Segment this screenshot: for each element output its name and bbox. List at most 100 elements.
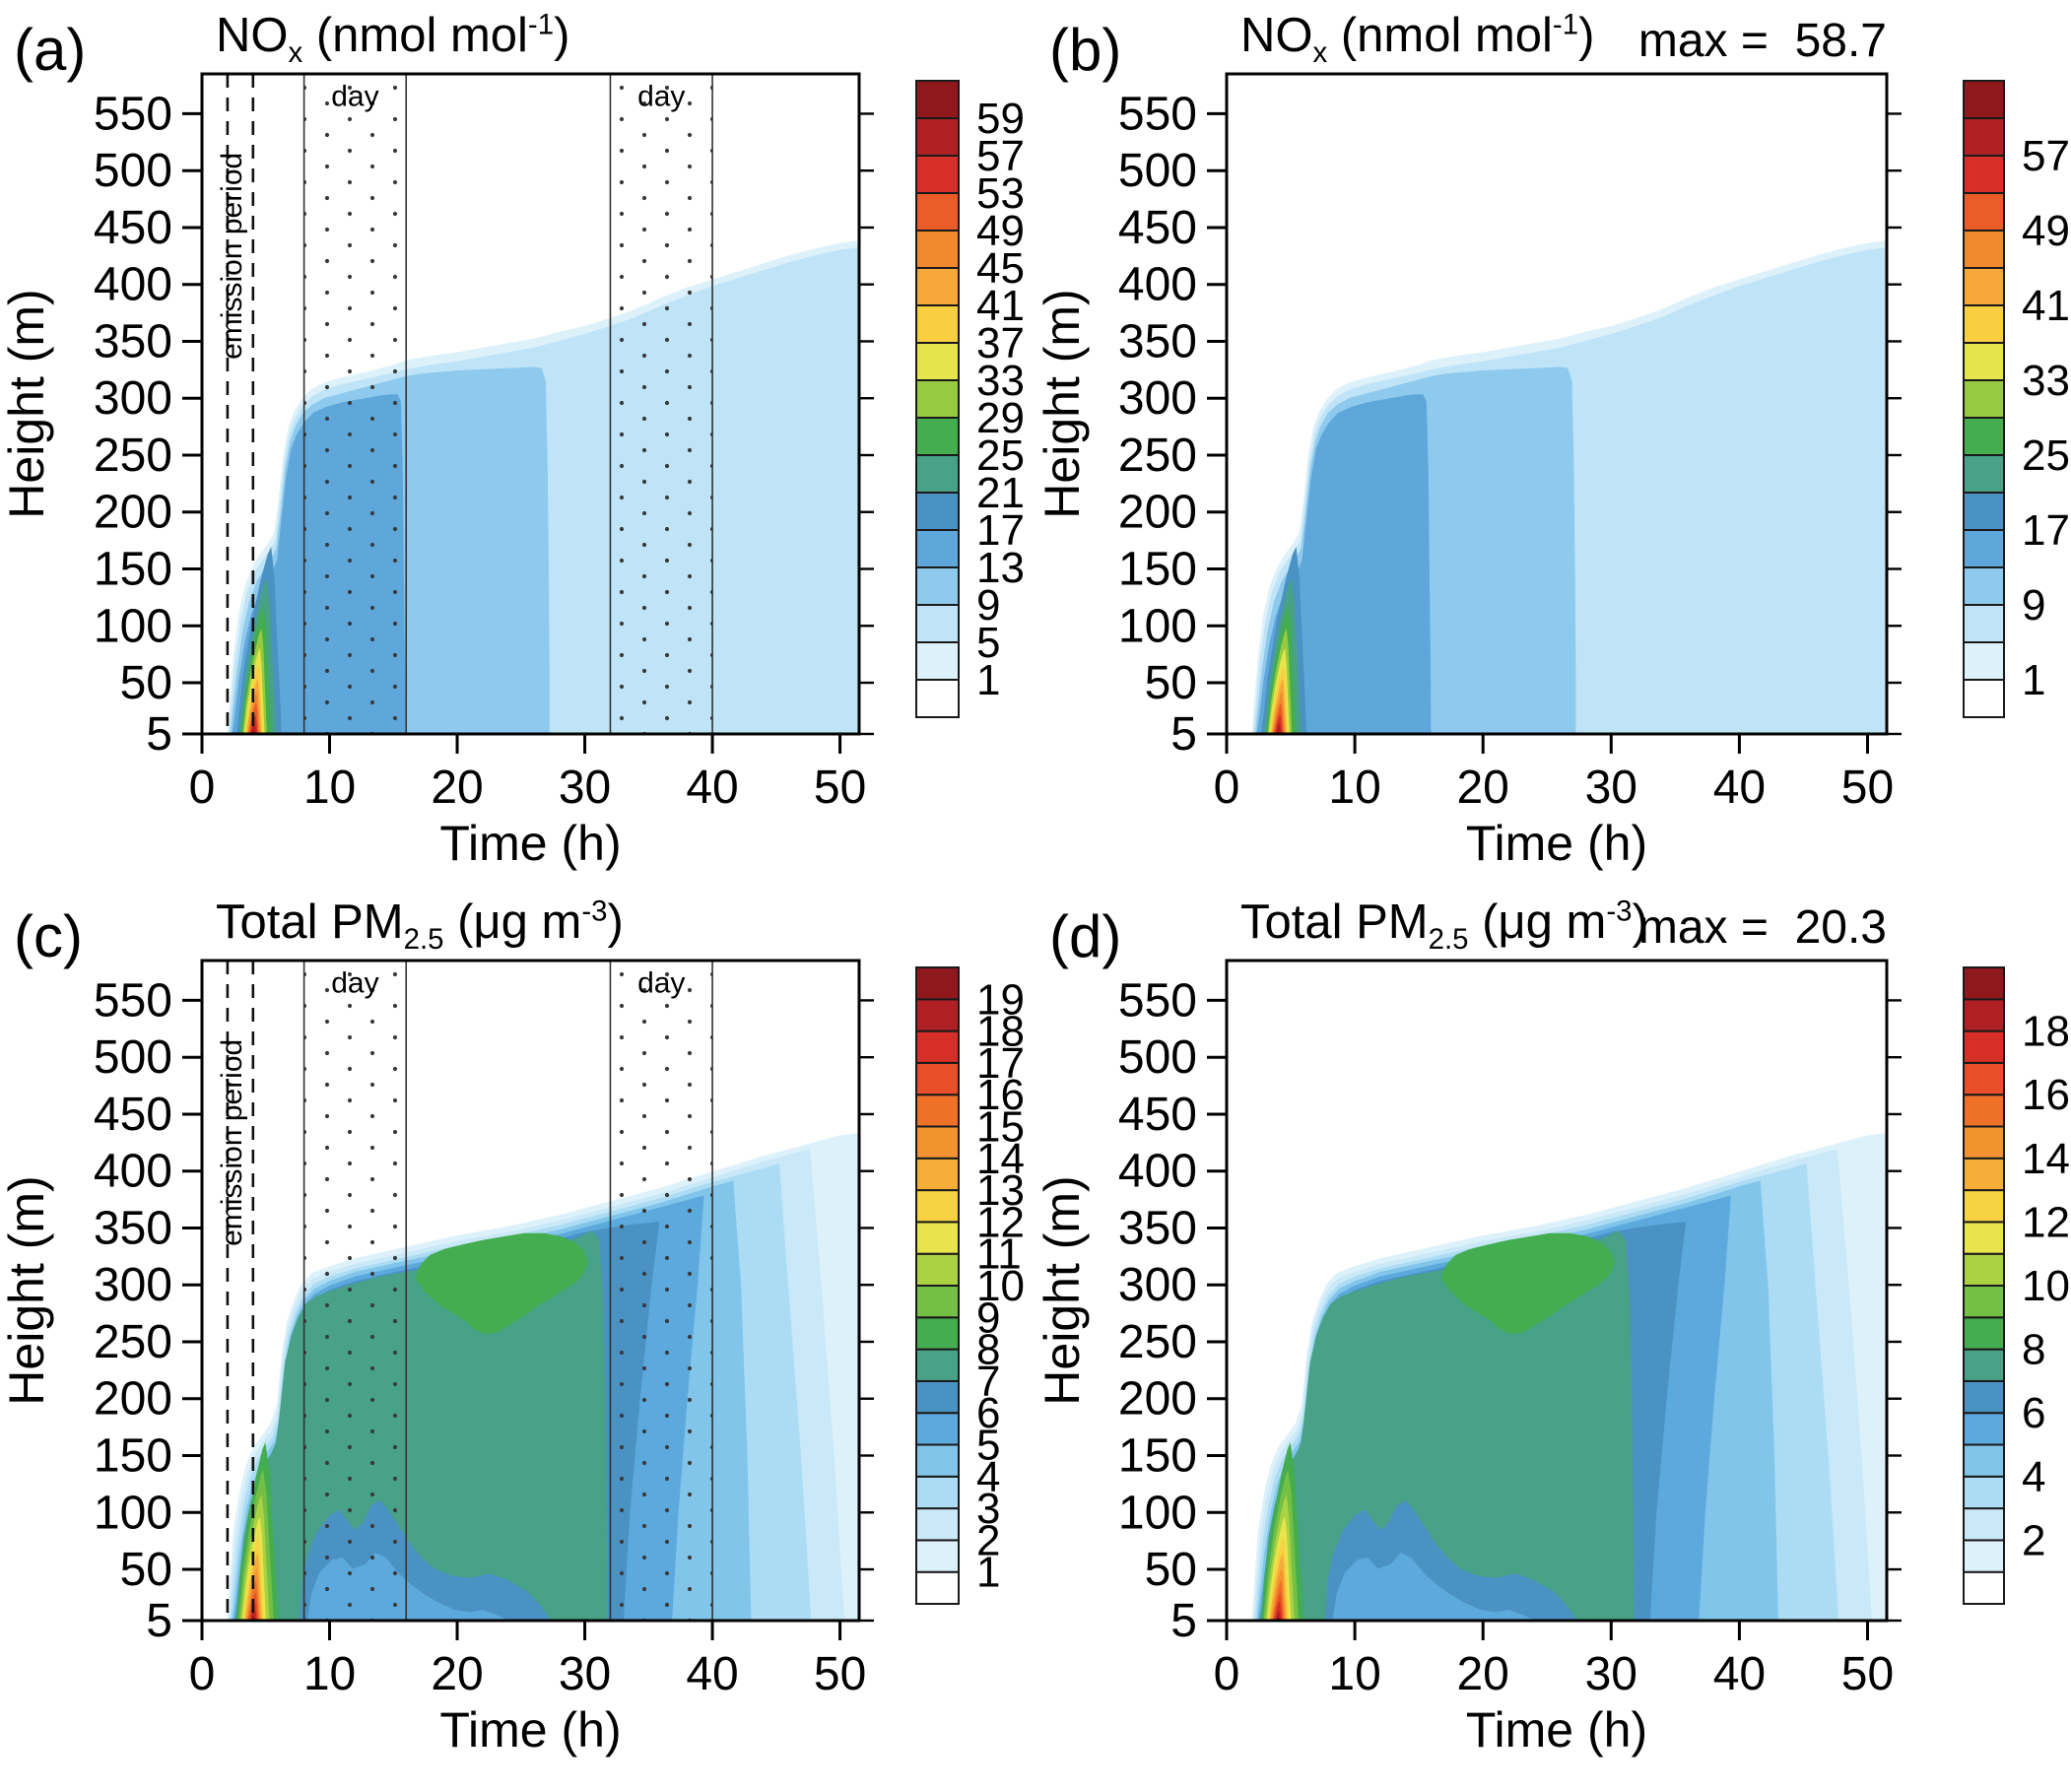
panel-title: NOx (nmol mol-1) [1240, 8, 1594, 70]
colorbar-box [915, 417, 960, 456]
y-axis-title: Height (m) [0, 289, 54, 518]
panel-corner-label: (c) [14, 903, 83, 969]
colorbar-box [1963, 1443, 2005, 1478]
colorbar-box [1963, 342, 2005, 381]
colorbar-box [915, 679, 960, 718]
colorbar-box [915, 1507, 960, 1542]
colorbar-label: 41 [2022, 282, 2070, 330]
colorbar-box [1963, 1475, 2005, 1510]
x-tick-label: 40 [1713, 762, 1766, 814]
colorbar-box [1963, 641, 2005, 681]
colorbar-box [1963, 998, 2005, 1032]
colorbar-box [1963, 1157, 2005, 1192]
contour-region [1276, 1615, 1281, 1621]
colorbar-label: 1 [976, 1549, 1000, 1597]
y-tick-label: 5 [1170, 708, 1197, 761]
day-label: day [637, 966, 685, 999]
colorbar-label: 12 [2022, 1198, 2070, 1246]
colorbar-box [915, 379, 960, 419]
y-tick-label: 350 [1118, 315, 1197, 367]
colorbar-box [1963, 1570, 2005, 1606]
x-tick-label: 20 [1456, 762, 1508, 814]
colorbar-box [915, 966, 960, 1001]
contour-region [1332, 1553, 1535, 1621]
day-label: day [637, 80, 685, 112]
colorbar-box [1963, 1094, 2005, 1128]
colorbar-label: 2 [2022, 1516, 2045, 1564]
y-tick-label: 300 [94, 1259, 172, 1311]
colorbar-box [915, 192, 960, 232]
y-tick-label: 150 [94, 544, 172, 596]
panel-title-part: -3 [1606, 895, 1633, 928]
panel-title: NOx (nmol mol-1) [216, 8, 569, 70]
x-tick-label: 40 [686, 762, 738, 814]
y-tick-label: 50 [1145, 657, 1197, 709]
panel-title-part: 2.5 [1428, 922, 1469, 956]
colorbar-box [915, 267, 960, 306]
y-tick-label: 5 [146, 708, 172, 761]
panel-title-part: ) [607, 896, 624, 949]
colorbar-box [1963, 1412, 2005, 1446]
panel-a: (a) NOx (nmol mol-1) day day emission period… [0, 0, 1036, 887]
x-tick-label: 0 [189, 762, 216, 814]
max-value-label: max = 20.3 [1637, 901, 1887, 954]
y-axis-title: Height (m) [0, 1175, 54, 1405]
panel-d: (d) Total PM2.5 (μg m-3) max = 20.3 0 10 20 30… [1036, 887, 2071, 1792]
colorbar-label: 41 [976, 282, 1025, 330]
y-tick-label: 50 [120, 1544, 172, 1596]
colorbar-label: 37 [976, 319, 1025, 367]
y-tick-label: 5 [146, 1595, 172, 1647]
colorbar-label: 33 [2022, 357, 2070, 405]
y-tick-label: 450 [94, 1089, 172, 1141]
colorbar-box [1963, 1189, 2005, 1224]
day-label: day [331, 966, 378, 999]
x-axis: 0 10 20 30 40 50 Time (h) [189, 1621, 866, 1758]
x-tick-label: 20 [431, 1648, 483, 1700]
plot-border [1225, 959, 1889, 1623]
colorbar-label: 8 [976, 1326, 1000, 1374]
y-axis-title: Height (m) [1036, 1175, 1090, 1405]
colorbar-box [915, 454, 960, 494]
x-axis: 0 10 20 30 40 50 Time (h) [189, 734, 866, 871]
y-tick-label: 350 [94, 1202, 172, 1254]
x-tick-label: 40 [686, 1648, 738, 1700]
y-tick-label: 500 [1118, 1031, 1197, 1084]
y-tick-label: 150 [94, 1430, 172, 1483]
colorbar-label: 21 [976, 469, 1025, 517]
x-tick-label: 10 [303, 1648, 356, 1700]
contour-plot-a: day day emission period 0 10 20 30 40 50 Time (h)… [0, 72, 1025, 871]
colorbar-box [915, 1029, 960, 1064]
panel-title-part: -3 [581, 895, 608, 928]
panel-title-part: x [1312, 35, 1328, 69]
plot-border [200, 959, 861, 1623]
colorbar-label: 19 [976, 975, 1025, 1024]
colorbar-box [915, 117, 960, 157]
colorbar-label: 12 [976, 1198, 1025, 1246]
colorbar: 1 9 17 25 33 41 49 57 [1963, 80, 2070, 718]
colorbar-box [1963, 379, 2005, 419]
y-tick-label: 50 [120, 657, 172, 709]
colorbar-label: 25 [976, 431, 1025, 480]
colorbar-label: 45 [976, 244, 1025, 293]
colorbar-label: 13 [976, 1166, 1025, 1215]
panel-title-part: NO [216, 9, 289, 62]
y-tick-label: 100 [1118, 600, 1197, 652]
colorbar: 2 4 6 8 10 12 14 16 18 [1963, 966, 2070, 1606]
colorbar-label: 11 [976, 1230, 1022, 1279]
colorbar-label: 53 [976, 169, 1025, 218]
x-tick-label: 20 [431, 762, 483, 814]
x-tick-label: 30 [1585, 762, 1637, 814]
panel-title-part: -1 [527, 8, 555, 41]
colorbar-label: 49 [2022, 207, 2070, 255]
y-tick-label: 5 [1170, 1595, 1197, 1647]
colorbar-box [915, 1316, 960, 1351]
colorbar-label: 4 [2022, 1453, 2045, 1501]
colorbar-box [915, 1157, 960, 1192]
colorbar-box [1963, 192, 2005, 232]
colorbar-label: 57 [976, 132, 1025, 180]
colorbar-label: 17 [976, 1039, 1025, 1088]
